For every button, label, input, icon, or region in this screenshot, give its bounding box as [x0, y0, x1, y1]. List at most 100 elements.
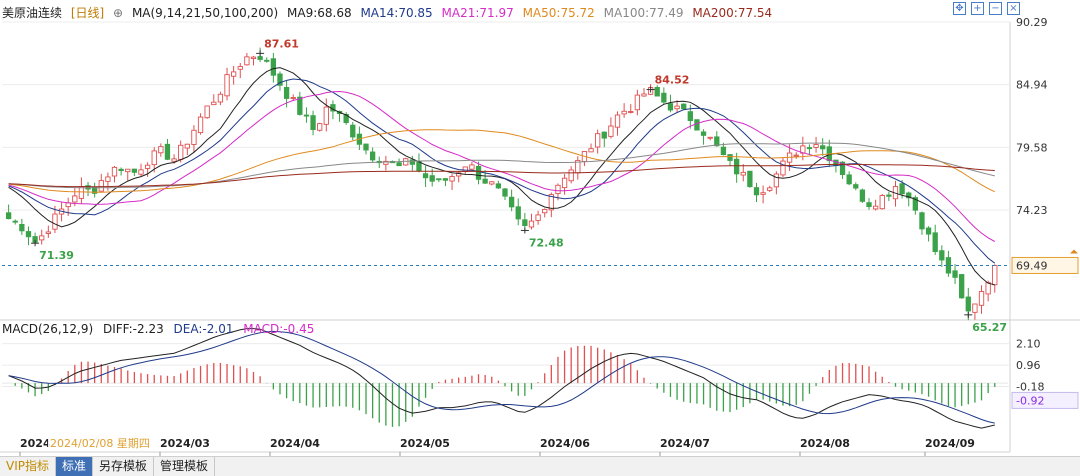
- annotation-label: 72.48: [529, 236, 564, 249]
- candle-body: [436, 178, 442, 181]
- candle-body: [78, 186, 85, 199]
- candle-body: [363, 143, 369, 151]
- candle-body: [290, 97, 296, 99]
- current-price-label: 69.49: [1016, 259, 1048, 272]
- candle-body: [959, 274, 965, 299]
- candle-body: [277, 73, 283, 86]
- tab-save-template[interactable]: 另存模板: [93, 457, 155, 476]
- candle-body: [747, 170, 753, 188]
- candle-body: [178, 144, 184, 160]
- candle-body: [853, 184, 859, 189]
- tab-manage-template[interactable]: 管理模板: [154, 457, 216, 476]
- candle-body: [846, 174, 852, 185]
- close-icon[interactable]: ×: [1007, 2, 1020, 15]
- candle-body: [515, 206, 521, 220]
- date-tick-label: 2024/08: [800, 437, 850, 450]
- candle-body: [25, 231, 32, 238]
- annotation-label: 84.52: [655, 74, 690, 87]
- price-tick-label: 79.58: [1016, 141, 1048, 154]
- date-tick-label: 2024/06: [540, 437, 590, 450]
- candle-body: [171, 158, 177, 162]
- candle-body: [310, 115, 316, 131]
- candle-body: [694, 119, 700, 131]
- candles-group: [5, 47, 998, 321]
- candle-body: [429, 175, 435, 182]
- date-tick-label: 2024/07: [660, 437, 710, 450]
- price-tick-label: 74.23: [1016, 204, 1048, 217]
- candle-body: [237, 66, 243, 70]
- candle-body: [72, 195, 78, 203]
- candle-body: [535, 214, 541, 221]
- candle-body: [191, 129, 197, 145]
- current-macd-tag: [1011, 391, 1079, 409]
- current-macd-label: -0.92: [1016, 394, 1044, 407]
- candle-body: [899, 183, 905, 195]
- candle-body: [244, 56, 250, 66]
- candle-body: [158, 146, 164, 154]
- zoom-out-icon[interactable]: −: [989, 2, 1002, 15]
- settings-icon[interactable]: ⊕: [113, 6, 124, 20]
- macd-value: MACD:-0.45: [243, 322, 315, 336]
- candle-body: [859, 189, 866, 202]
- candle-body: [528, 220, 535, 228]
- candle-body: [767, 187, 773, 191]
- candle-body: [449, 176, 455, 182]
- candle-body: [197, 116, 204, 134]
- expand-icon[interactable]: ✥: [953, 2, 966, 15]
- macd-diff-value: DIFF:-2.23: [102, 322, 164, 336]
- period-label[interactable]: [日线]: [70, 6, 105, 20]
- candle-body: [396, 162, 402, 167]
- annotation-label: 87.61: [264, 37, 299, 50]
- candle-body: [595, 133, 601, 148]
- ma-param-label: MA(9,14,21,50,100,200): [131, 6, 279, 20]
- candle-body: [760, 192, 766, 195]
- date-tick-label: 2024/09: [925, 437, 975, 450]
- candle-body: [224, 74, 230, 97]
- macd-param-label: MACD(26,12,9): [2, 322, 94, 336]
- candle-body: [919, 212, 925, 230]
- candle-body: [125, 168, 131, 173]
- tab-vip-indicator[interactable]: VIP指标: [0, 457, 56, 476]
- candle-body: [548, 194, 554, 211]
- ma9-value: MA9:68.68: [287, 6, 352, 20]
- candle-body: [45, 231, 51, 234]
- candle-body: [230, 71, 237, 77]
- candle-body: [217, 93, 224, 103]
- symbol-name: 美原油连续: [2, 6, 63, 20]
- candle-body: [542, 208, 548, 214]
- candle-body: [12, 220, 18, 223]
- date-tick-label: 2024: [20, 437, 51, 450]
- candle-body: [489, 181, 495, 185]
- candle-body: [144, 164, 151, 169]
- candle-body: [965, 296, 971, 312]
- tab-standard[interactable]: 标准: [56, 457, 94, 476]
- candle-body: [257, 56, 263, 60]
- candle-body: [323, 106, 329, 125]
- zoom-in-icon[interactable]: +: [971, 2, 984, 15]
- macd-tick-label: -0.18: [1016, 381, 1044, 394]
- candle-body: [939, 250, 945, 261]
- candle-body: [634, 94, 641, 111]
- candle-body: [972, 303, 978, 313]
- candle-body: [601, 131, 607, 139]
- candle-body: [588, 148, 594, 153]
- candle-body: [793, 154, 799, 157]
- candle-body: [19, 224, 25, 232]
- candle-body: [886, 194, 892, 197]
- candle-body: [707, 136, 713, 139]
- candle-body: [164, 143, 171, 160]
- candle-body: [555, 184, 561, 194]
- candle-body: [879, 195, 885, 210]
- macd-dea-line: [8, 330, 995, 424]
- candle-body: [270, 58, 277, 76]
- candle-body: [641, 93, 647, 97]
- candle-body: [727, 154, 733, 161]
- macd-histogram-group: [14, 345, 996, 427]
- candle-body: [608, 125, 614, 137]
- candle-body: [985, 282, 991, 295]
- candle-body: [475, 165, 482, 180]
- current-price-tag: [1011, 256, 1079, 274]
- candle-body: [992, 264, 998, 286]
- candle-body: [813, 144, 819, 148]
